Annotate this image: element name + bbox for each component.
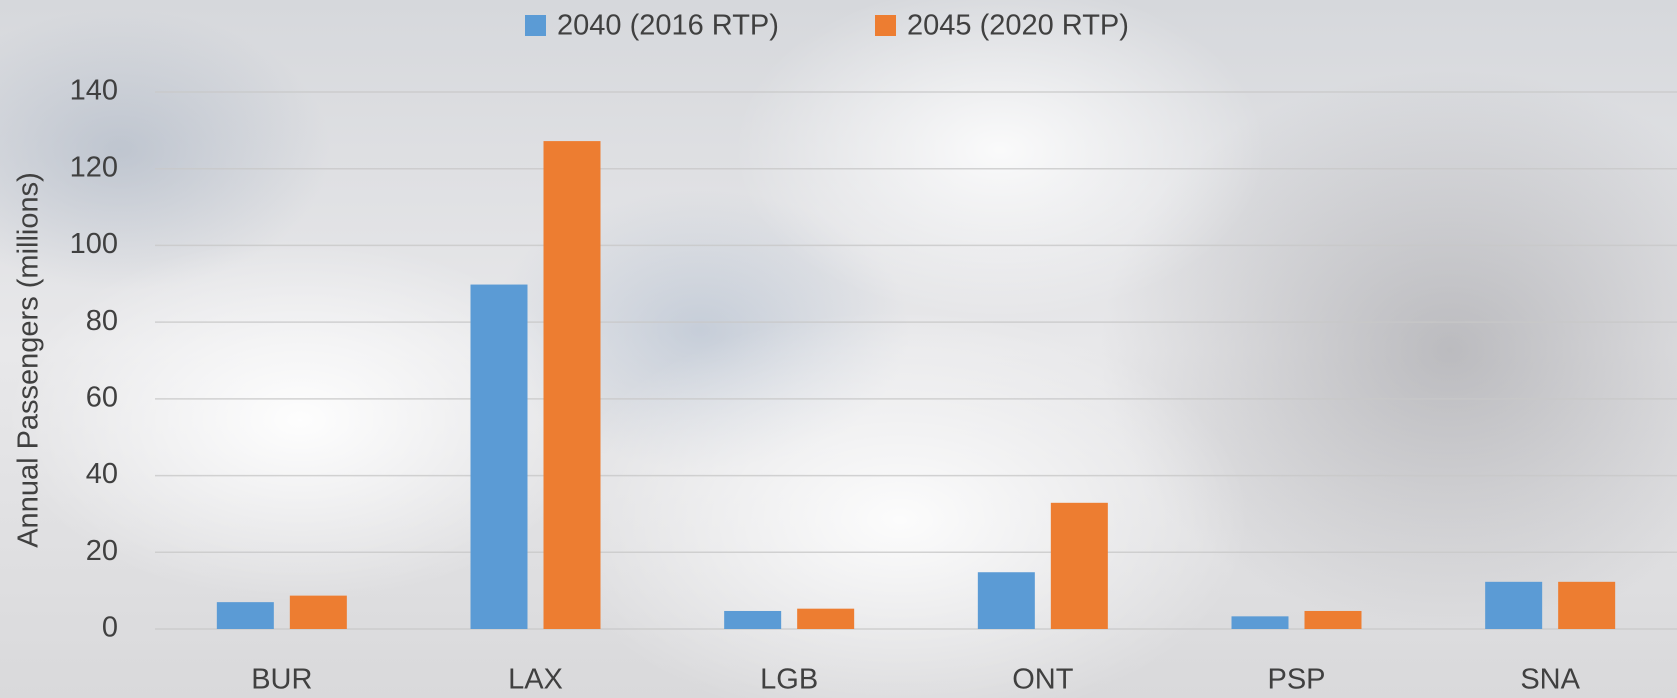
bar	[1558, 582, 1615, 629]
x-tick-label: SNA	[1520, 664, 1580, 696]
bar	[978, 572, 1035, 629]
y-tick-label: 100	[70, 228, 118, 260]
slide: Annual Passengers (millions) 0 20 40 60 80 10…	[0, 0, 1677, 698]
x-tick-label: PSP	[1267, 664, 1325, 696]
bar	[724, 611, 781, 629]
legend-swatch	[875, 15, 896, 36]
bar	[217, 602, 274, 629]
bar	[290, 596, 347, 629]
y-tick-label: 140	[70, 75, 118, 107]
y-tick-label: 120	[70, 151, 118, 183]
y-tick-label: 80	[86, 305, 118, 337]
x-tick-label: LGB	[760, 664, 818, 696]
x-tick-label: BUR	[251, 664, 312, 696]
bar	[797, 609, 854, 629]
legend-label: 2040 (2016 RTP)	[557, 10, 779, 42]
bar	[471, 285, 528, 629]
y-tick-label: 0	[102, 612, 118, 644]
bar	[1305, 611, 1362, 629]
bar	[1232, 616, 1289, 629]
y-tick-label: 40	[86, 458, 118, 490]
y-tick-label: 60	[86, 382, 118, 414]
bar	[1051, 503, 1108, 629]
x-tick-label: ONT	[1012, 664, 1074, 696]
bar	[1485, 582, 1542, 629]
y-tick-label: 20	[86, 535, 118, 567]
y-axis-title: Annual Passengers (millions)	[13, 172, 45, 548]
legend-swatch	[525, 15, 546, 36]
bar	[544, 141, 601, 629]
x-tick-label: LAX	[508, 664, 563, 696]
chart: Annual Passengers (millions) 0 20 40 60 80 10…	[0, 0, 1677, 698]
legend-label: 2045 (2020 RTP)	[907, 10, 1129, 42]
